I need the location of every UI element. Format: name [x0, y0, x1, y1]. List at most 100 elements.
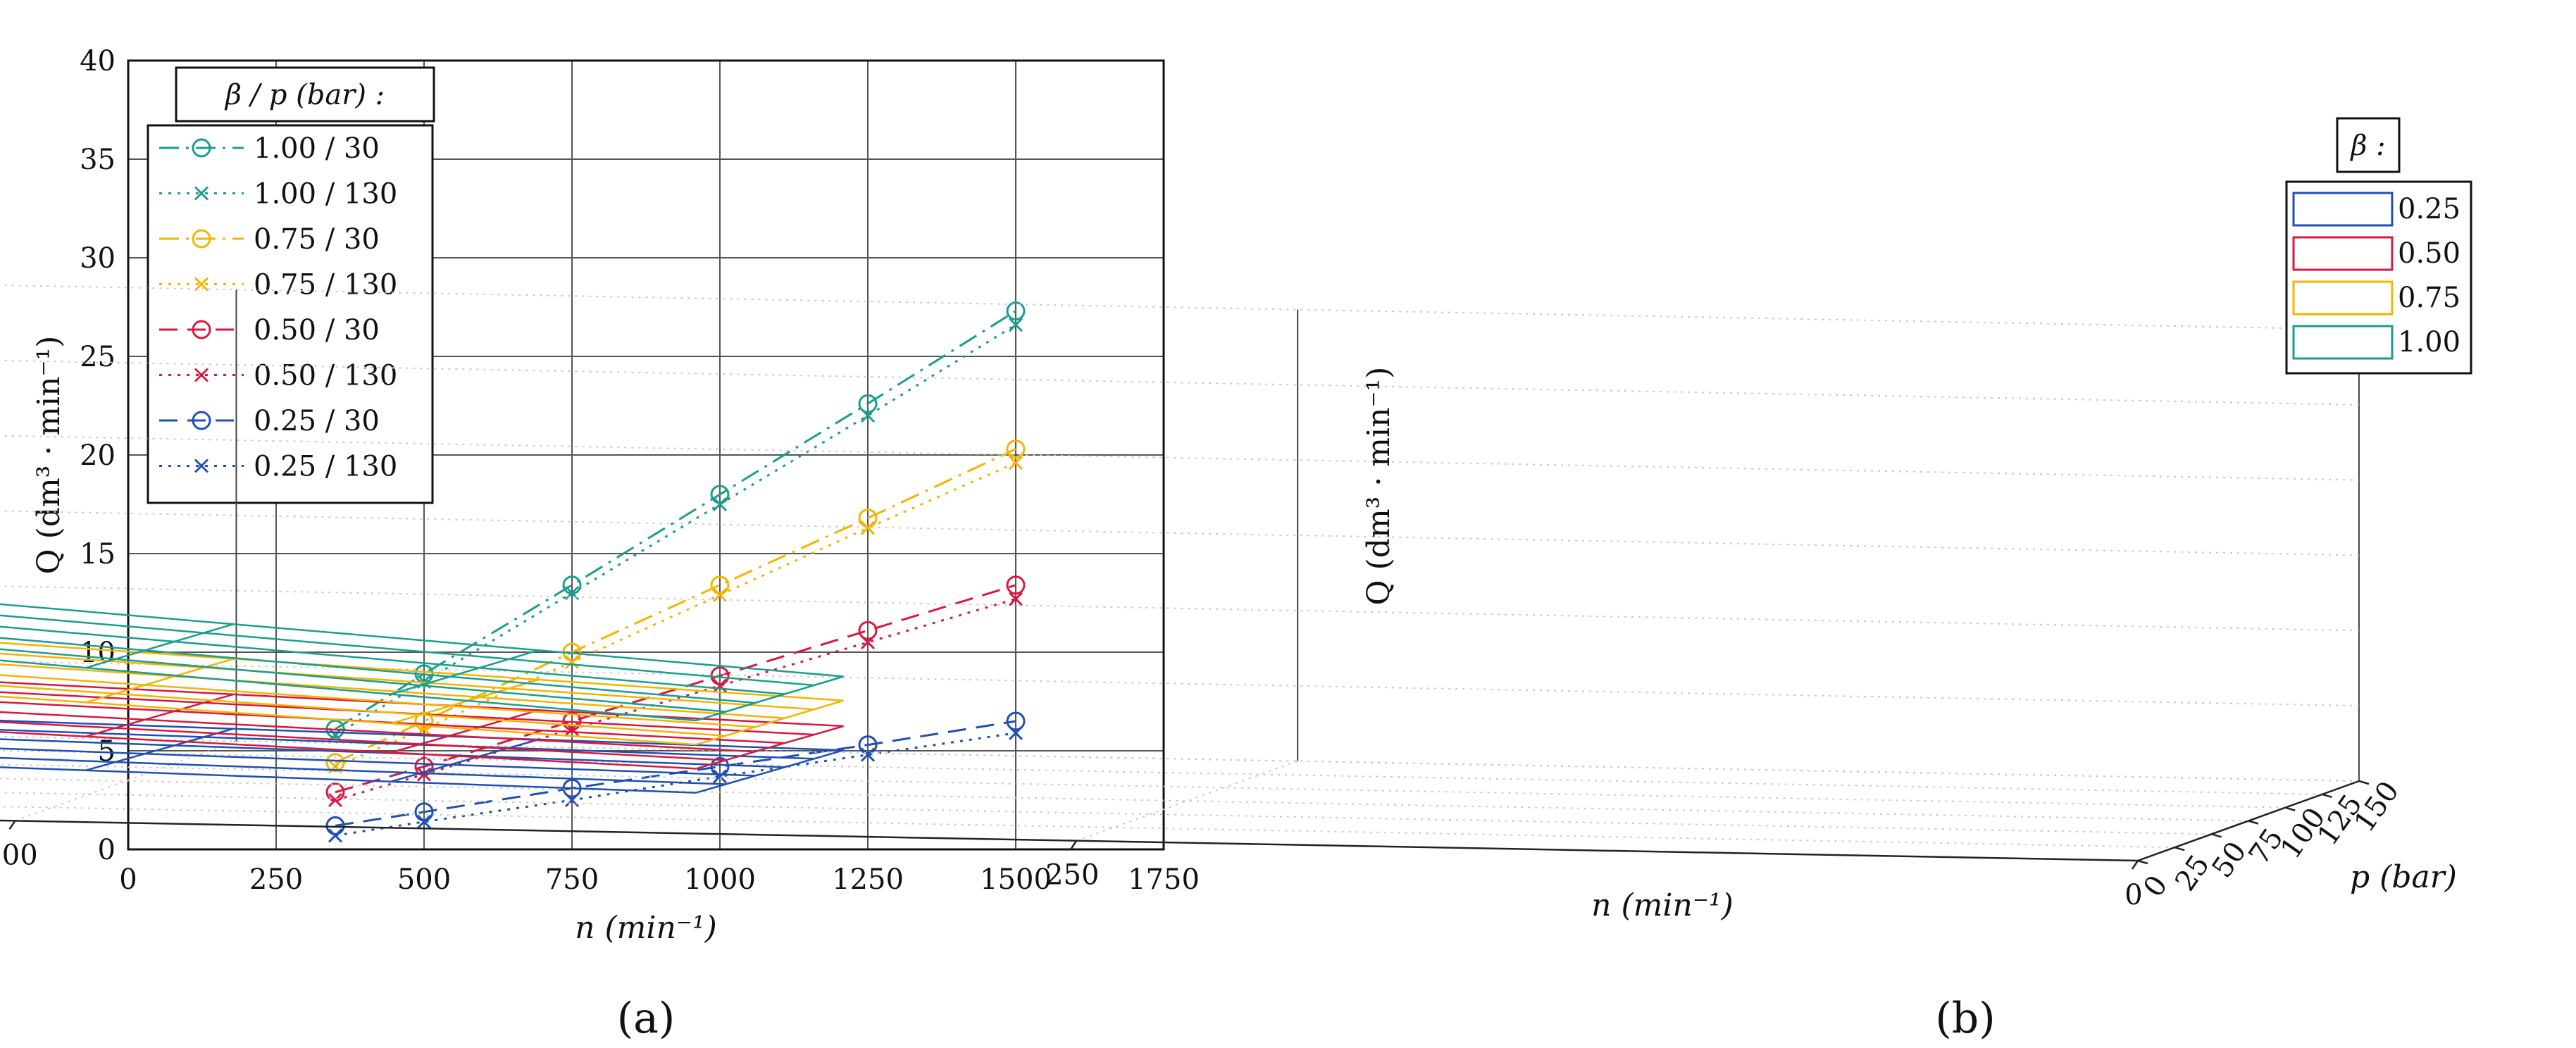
marker-stroke	[1008, 456, 1023, 470]
marker-stroke	[1008, 592, 1023, 606]
legend-label: 0.50	[2398, 237, 2460, 270]
p-axis-label: p (bar)	[2350, 859, 2457, 895]
x-tick-label: 250	[249, 863, 303, 896]
p-tick	[2137, 859, 2148, 865]
data-point	[416, 814, 432, 829]
data-point	[192, 411, 211, 430]
data-point	[328, 792, 343, 808]
data-point	[712, 769, 728, 784]
marker-stroke	[564, 585, 580, 601]
panel-label: (a)	[617, 994, 676, 1043]
n-tick	[1070, 840, 1078, 850]
marker-stroke	[328, 828, 343, 843]
series-line	[335, 310, 1016, 730]
marker-stroke	[712, 587, 728, 602]
chart-a: 0 250 500 750 1000 1250 1500 175005101520253035…	[31, 45, 1200, 1043]
legend-label: 0.75 / 30	[254, 223, 380, 256]
data-point	[192, 320, 211, 339]
legend-label: 0.25 / 30	[254, 405, 380, 437]
y-tick-label: 35	[80, 144, 116, 176]
chart-b: 0250500750100012501500025507510012515005…	[0, 117, 2472, 1043]
surface-mesh-line	[85, 658, 234, 704]
data-point	[860, 408, 876, 423]
x-tick-label: 750	[545, 863, 599, 896]
data-point	[1008, 318, 1023, 332]
surface-mesh-line	[85, 623, 234, 669]
n-tick-label: 500	[0, 839, 38, 871]
marker-stroke	[860, 747, 876, 762]
p-tick-label: 0	[2137, 870, 2174, 903]
data-point	[858, 620, 878, 640]
legend-label: 0.50 / 130	[254, 360, 397, 392]
marker-stroke	[860, 408, 876, 423]
p-tick-label: 50	[2206, 836, 2253, 884]
surface-mesh-line	[85, 693, 234, 737]
surface-mesh-line	[0, 642, 844, 701]
data-point	[194, 277, 209, 292]
series-line	[335, 732, 1016, 837]
data-point	[328, 828, 343, 843]
surface-mesh-line	[0, 614, 814, 687]
z-axis-label: Q (dm³ · min⁻¹)	[1361, 367, 1397, 606]
wall-gridline	[0, 585, 2359, 632]
x-tick-label: 1750	[1128, 863, 1200, 896]
p-tick	[2211, 833, 2222, 838]
data-point	[1008, 592, 1023, 606]
surface-1.00	[0, 603, 844, 722]
n-tick	[2131, 860, 2139, 870]
marker-stroke	[194, 368, 209, 382]
data-point	[860, 520, 876, 535]
data-point	[564, 792, 580, 808]
data-point	[194, 368, 209, 382]
marker-stroke	[860, 520, 876, 535]
y-tick-label: 30	[80, 242, 116, 275]
legend-label: 1.00 / 30	[254, 132, 380, 165]
surface-mesh-line	[390, 738, 539, 782]
surface-mesh-line	[0, 603, 844, 678]
legend-title: β / p (bar) :	[224, 79, 385, 111]
legend-swatch	[2292, 280, 2394, 316]
data-point	[712, 497, 728, 512]
marker-stroke	[564, 792, 580, 808]
surface-mesh-line	[695, 675, 844, 722]
marker-stroke	[1008, 318, 1023, 332]
legend-box	[2285, 180, 2472, 375]
marker-stroke	[712, 678, 728, 693]
x-tick-label: 0	[119, 863, 137, 896]
x-tick-label: 1500	[980, 863, 1052, 896]
surface-mesh-line	[85, 728, 234, 772]
surface-0.50	[0, 681, 844, 770]
data-point	[194, 186, 209, 201]
legend-title-box	[2336, 117, 2401, 173]
n-axis	[0, 819, 2139, 862]
p-tick	[2284, 806, 2296, 811]
legend-label: 0.50 / 30	[254, 314, 380, 347]
p-tick	[2174, 846, 2185, 852]
surface-mesh-line	[390, 678, 539, 725]
surface-mesh-line	[695, 749, 844, 794]
legend-label: 0.75 / 130	[254, 269, 397, 301]
y-tick-label: 25	[80, 341, 116, 373]
data-point	[858, 394, 878, 413]
marker-stroke	[416, 814, 432, 829]
marker-stroke	[564, 654, 580, 670]
x-tick-label: 1000	[684, 863, 756, 896]
n-tick	[8, 820, 16, 830]
p-tick-label: 25	[2169, 849, 2216, 897]
p-tick	[2358, 780, 2370, 785]
data-point	[1006, 439, 1026, 459]
data-point	[1006, 711, 1026, 731]
legend-label: 1.00 / 130	[254, 178, 397, 211]
surface-0.25	[0, 719, 844, 794]
series-line	[335, 461, 1016, 768]
marker-stroke	[328, 792, 343, 808]
p-tick	[2322, 793, 2332, 799]
data-point	[860, 747, 876, 762]
data-point	[712, 678, 728, 693]
y-tick-label: 20	[80, 439, 116, 472]
surface-mesh-line	[390, 709, 539, 754]
legend-label: 1.00	[2398, 326, 2460, 358]
series-line	[335, 720, 1016, 827]
legend-label: 0.75	[2398, 282, 2460, 314]
